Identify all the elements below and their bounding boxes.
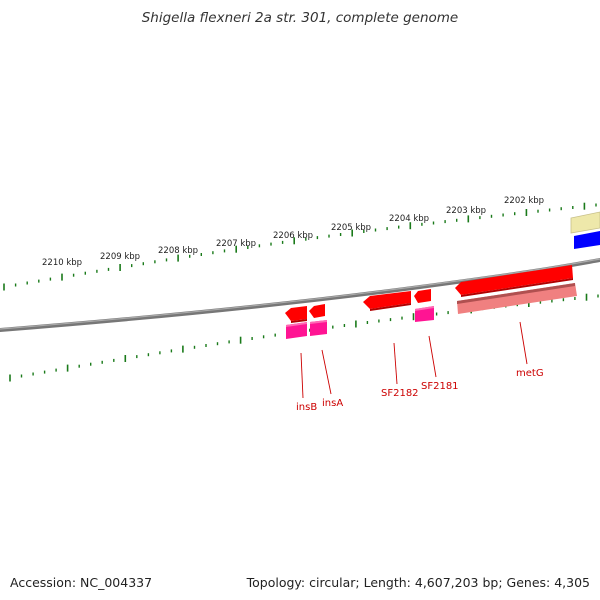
- cds-SF2181-shade: [415, 306, 434, 311]
- leader-insB: [300, 352, 304, 399]
- gene-metG-arrow[interactable]: [455, 265, 573, 295]
- map-title: Shigella flexneri 2a str. 301, complete …: [141, 10, 459, 26]
- feature-yellow[interactable]: [570, 211, 600, 234]
- genome-backbone-highlight: [0, 258, 600, 330]
- leader-insA: [321, 349, 332, 395]
- gene-leader-lines: [300, 321, 528, 399]
- gene-SF2182-arrow-shade: [370, 303, 411, 311]
- gene-label-SF2181[interactable]: SF2181: [421, 381, 459, 392]
- cds-insB-shade: [286, 322, 307, 327]
- scale-label: 2204 kbp: [389, 214, 429, 224]
- accession-text: Accession: NC_004337: [10, 575, 153, 590]
- gene-label-insA[interactable]: insA: [322, 398, 343, 409]
- gene-insB-arrow-shade: [291, 319, 307, 323]
- gene-insA-arrow[interactable]: [309, 304, 325, 318]
- scale-label: 2209 kbp: [100, 252, 140, 262]
- gene-label-insB[interactable]: insB: [296, 402, 317, 413]
- gene-SF2182-arrow[interactable]: [363, 291, 411, 309]
- gene-labels: insB insA SF2182 SF2181 metG: [296, 368, 544, 413]
- outer-tick-ring: [3, 202, 597, 291]
- gene-label-SF2182[interactable]: SF2182: [381, 388, 419, 399]
- scale-label: 2208 kbp: [158, 246, 198, 256]
- cds-insA[interactable]: [310, 320, 327, 336]
- leader-metG: [519, 321, 528, 365]
- genome-stats-text: Topology: circular; Length: 4,607,203 bp…: [246, 575, 590, 590]
- gene-insB-arrow[interactable]: [285, 306, 307, 321]
- leader-SF2181: [428, 335, 437, 378]
- scale-label: 2205 kbp: [331, 223, 371, 233]
- scale-labels: 2210 kbp 2209 kbp 2208 kbp 2207 kbp 2206…: [42, 196, 544, 268]
- gene-SF2181-arrow[interactable]: [414, 289, 431, 303]
- feature-blue[interactable]: [574, 231, 600, 249]
- scale-label: 2210 kbp: [42, 258, 82, 268]
- rna-metG[interactable]: [457, 283, 577, 314]
- scale-label: 2203 kbp: [446, 206, 486, 216]
- scale-label: 2206 kbp: [273, 231, 313, 241]
- gene-label-metG[interactable]: metG: [516, 368, 544, 379]
- rna-metG-shade: [457, 283, 575, 304]
- gene-metG-arrow-shade: [461, 278, 573, 297]
- scale-label: 2202 kbp: [504, 196, 544, 206]
- leader-SF2182: [393, 342, 398, 385]
- scale-label: 2207 kbp: [216, 239, 256, 249]
- cds-insA-shade: [310, 320, 327, 324]
